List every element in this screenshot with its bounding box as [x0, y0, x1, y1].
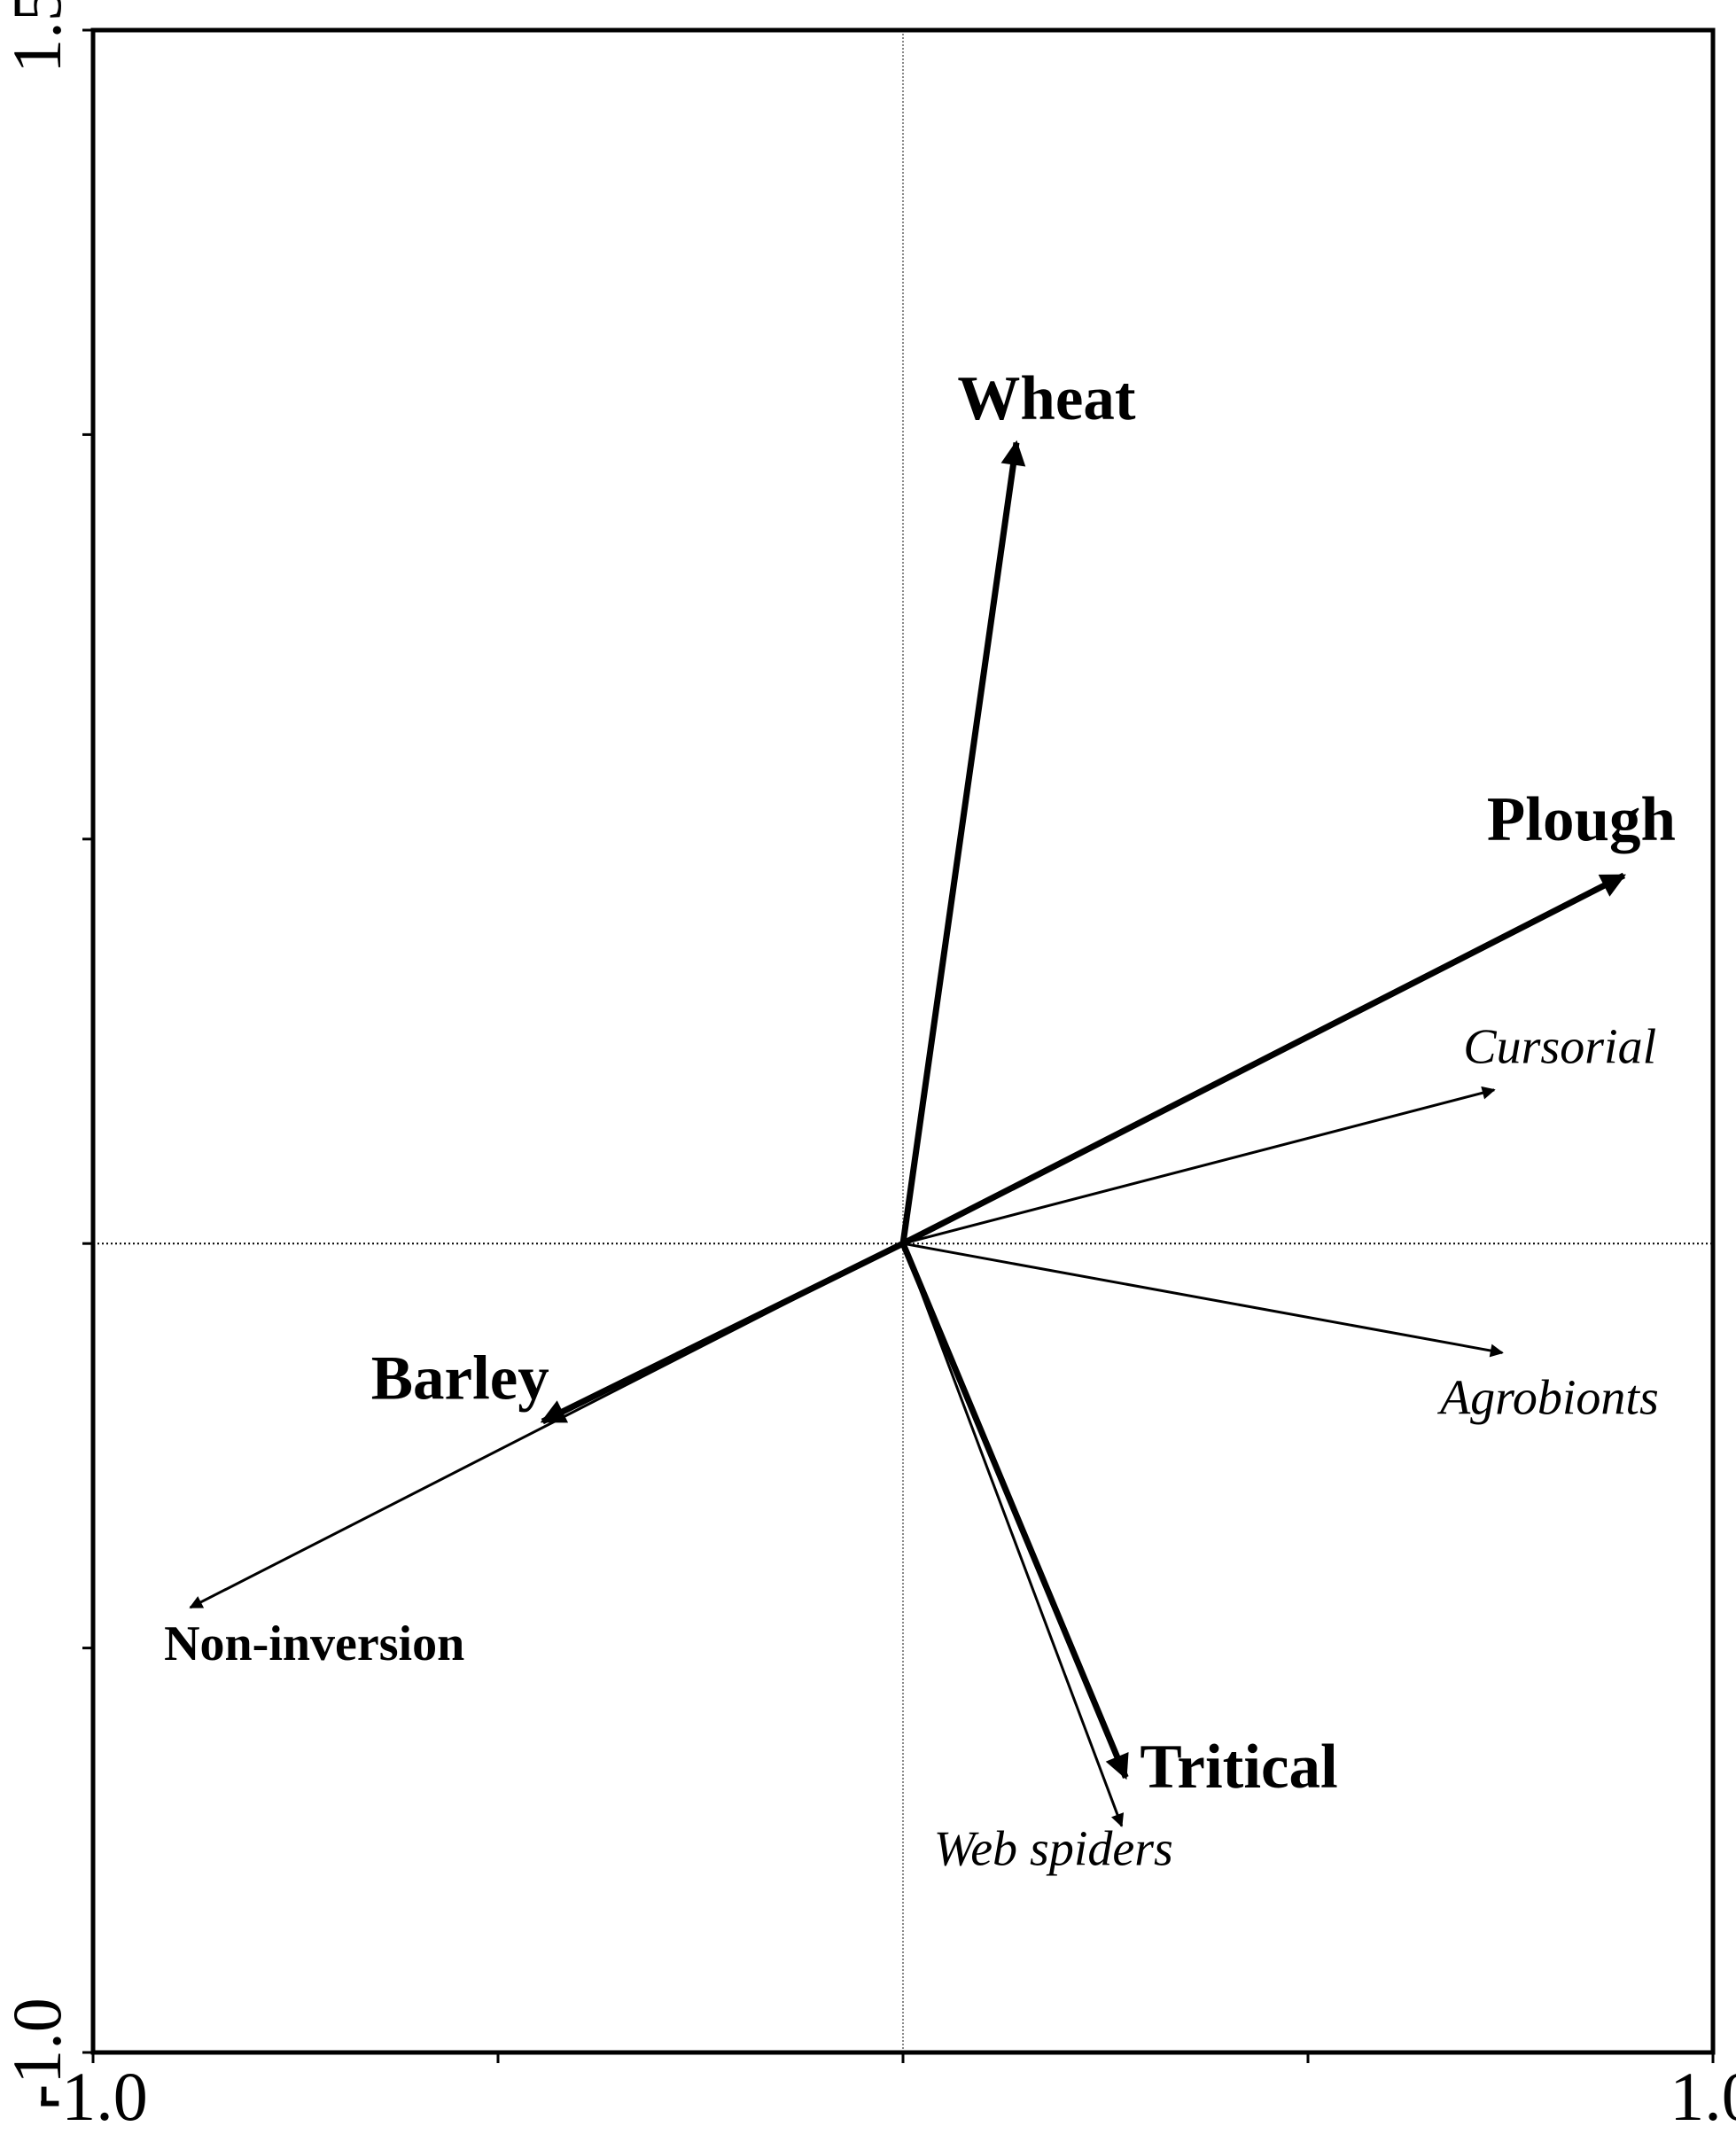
x-tick-label: 1.0: [1670, 2058, 1736, 2134]
y-tick-label: 1.5: [0, 0, 75, 74]
arrow: [901, 1242, 1125, 1827]
arrow: [899, 1242, 1129, 1780]
arrow-label: Wheat: [957, 364, 1136, 433]
arrow-label: Barley: [371, 1343, 549, 1413]
arrow: [899, 440, 1026, 1244]
arrow-label: Web spiders: [934, 1821, 1173, 1876]
arrow-label: Plough: [1487, 785, 1676, 854]
arrow: [189, 1242, 904, 1609]
arrow: [902, 1086, 1496, 1245]
x-tick-label: -1.0: [38, 2058, 147, 2134]
arrow: [902, 1242, 1504, 1358]
y-tick-label: -1.0: [0, 1998, 75, 2107]
arrow-label: Non-inversion: [164, 1616, 464, 1671]
arrow-label: Cursorial: [1463, 1020, 1656, 1075]
arrow-label: Agrobionts: [1436, 1370, 1659, 1425]
arrow-label: Tritical: [1140, 1733, 1337, 1802]
arrow: [901, 872, 1626, 1247]
